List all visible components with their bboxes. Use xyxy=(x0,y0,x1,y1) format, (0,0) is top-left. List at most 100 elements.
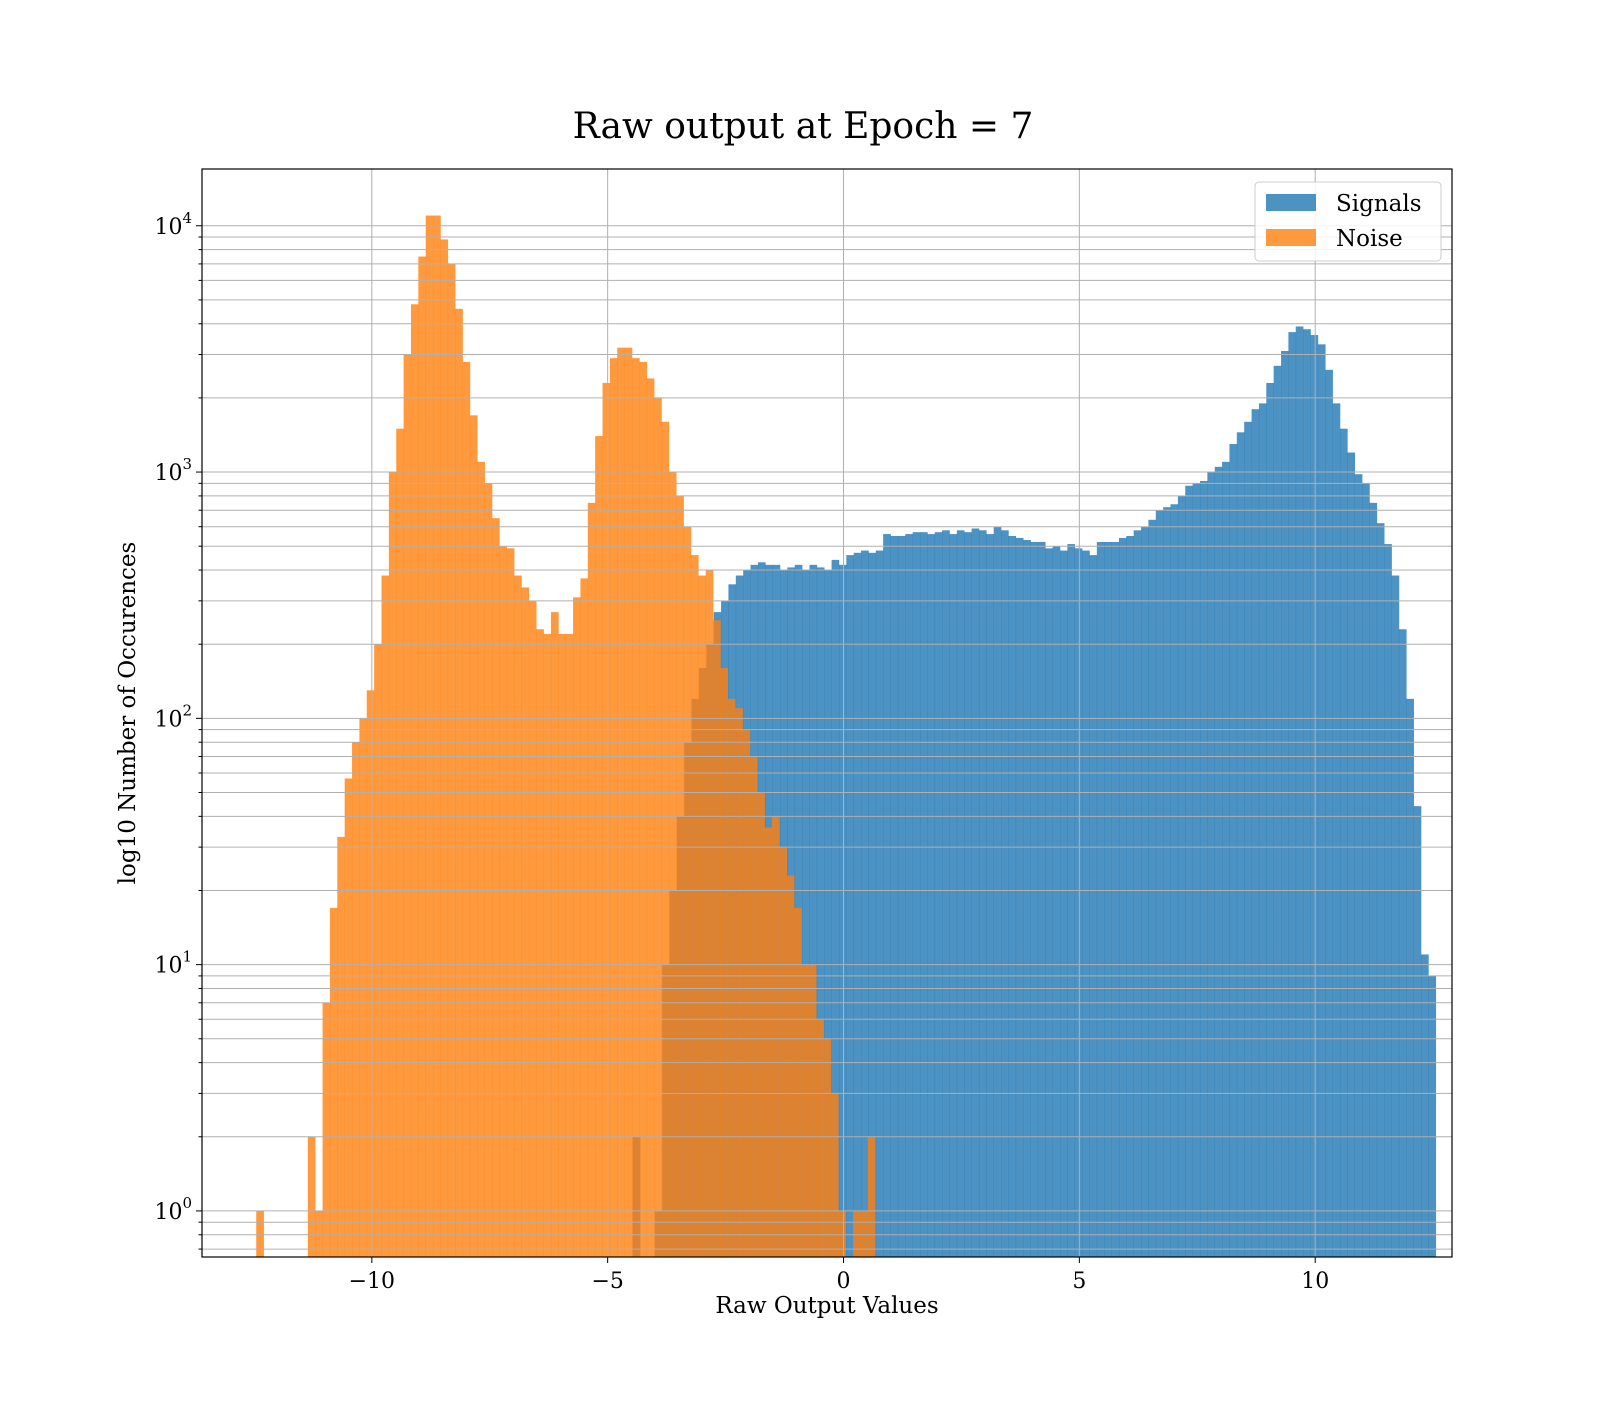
y-axis-label: log10 Number of Occurences xyxy=(115,542,141,885)
signals-bar xyxy=(1089,555,1098,1257)
x-tick-label: −5 xyxy=(591,1269,623,1294)
noise-bar xyxy=(462,361,471,1257)
signals-bar xyxy=(927,534,936,1257)
noise-bar xyxy=(337,836,345,1257)
noise-bar xyxy=(573,597,581,1257)
signals-bar xyxy=(1001,530,1009,1257)
signals-bar xyxy=(964,532,972,1257)
signals-bar xyxy=(1133,530,1142,1257)
x-tick-label: 0 xyxy=(837,1269,851,1294)
signals-bar xyxy=(971,528,980,1257)
signals-bar xyxy=(1236,432,1245,1257)
noise-bar xyxy=(683,526,692,1257)
signals-bar xyxy=(1317,344,1326,1258)
noise-bar xyxy=(565,634,574,1257)
noise-bar xyxy=(853,1210,861,1257)
signals-bar xyxy=(1118,537,1127,1257)
y-axis-ticks: 100 101 102 103 104 xyxy=(154,209,202,1250)
signals-bar xyxy=(1251,409,1260,1257)
signals-bar xyxy=(868,552,877,1257)
x-axis-ticks: −10 −5 0 5 10 xyxy=(349,1257,1329,1294)
signals-bar xyxy=(802,570,810,1257)
signals-bar xyxy=(1258,403,1267,1257)
signals-bar xyxy=(1229,443,1238,1257)
signals-bar xyxy=(1185,485,1193,1258)
plot-frame xyxy=(201,168,1453,1258)
signals-bar xyxy=(1015,537,1024,1257)
noise-bar xyxy=(690,555,699,1257)
y-tick-label: 104 xyxy=(154,209,192,240)
noise-bar xyxy=(477,461,485,1258)
signals-bar xyxy=(1413,806,1422,1257)
noise-bar xyxy=(823,1038,832,1257)
noise-bar xyxy=(713,620,721,1257)
signals-bar xyxy=(816,567,825,1257)
noise-bar xyxy=(403,354,412,1257)
signals-bar xyxy=(949,534,958,1257)
noise-bar xyxy=(632,358,640,1257)
signals-bar xyxy=(1362,483,1370,1257)
noise-bar xyxy=(742,729,751,1257)
noise-bar xyxy=(374,644,382,1257)
plot-area xyxy=(201,168,1453,1258)
signals-bar xyxy=(831,559,840,1257)
signals-bar xyxy=(956,530,965,1257)
noise-bar xyxy=(440,239,449,1257)
noise-bar xyxy=(749,756,758,1257)
noise-bar xyxy=(727,698,736,1257)
signals-bar xyxy=(1074,548,1083,1257)
signals-bar xyxy=(1008,536,1017,1257)
noise-bar xyxy=(381,575,390,1257)
noise-bar xyxy=(808,964,817,1257)
noise-bar xyxy=(528,600,537,1257)
noise-bar xyxy=(772,816,780,1257)
noise-bar xyxy=(388,472,397,1257)
signals-bar xyxy=(1384,544,1392,1257)
noise-bar xyxy=(425,215,434,1257)
noise-bar xyxy=(315,1210,323,1257)
noise-bar xyxy=(322,1002,331,1257)
signals-bar xyxy=(1060,550,1068,1257)
signals-bar xyxy=(1170,504,1179,1257)
noise-bar xyxy=(492,518,500,1257)
legend-label-signals: Signals xyxy=(1336,191,1422,217)
noise-bar xyxy=(838,1210,846,1257)
noise-bar xyxy=(676,495,684,1257)
y-tick-label: 102 xyxy=(154,701,192,732)
noise-bar xyxy=(602,382,611,1258)
noise-bar xyxy=(595,436,603,1257)
signals-bar xyxy=(920,532,928,1257)
signals-bar xyxy=(1155,510,1164,1257)
noise-bar xyxy=(558,634,566,1257)
signals-bar xyxy=(1244,421,1252,1257)
signals-bar xyxy=(853,552,862,1257)
noise-bar xyxy=(550,612,559,1257)
signals-bar xyxy=(1126,536,1134,1257)
signals-bar xyxy=(1037,541,1046,1257)
signals-bar xyxy=(1295,326,1304,1258)
signals-bar xyxy=(1303,329,1311,1257)
signals-bar xyxy=(1052,546,1061,1257)
signals-bar xyxy=(1199,480,1208,1258)
x-axis-label: Raw Output Values xyxy=(715,1293,938,1319)
signals-bar xyxy=(883,534,891,1257)
signals-bar xyxy=(1111,541,1120,1257)
signals-bar xyxy=(1281,351,1289,1257)
noise-bar xyxy=(698,575,706,1257)
noise-bar xyxy=(764,827,773,1257)
signals-bar xyxy=(1104,541,1112,1257)
noise-bar xyxy=(499,546,508,1257)
signals-bar xyxy=(1332,403,1341,1257)
noise-bar xyxy=(307,1136,316,1257)
x-tick-label: 5 xyxy=(1072,1269,1086,1294)
noise-bar xyxy=(720,668,729,1257)
signals-bar xyxy=(1406,698,1414,1257)
noise-bar xyxy=(469,415,478,1257)
noise-bar xyxy=(617,347,625,1257)
signals-bar xyxy=(1354,474,1363,1258)
signals-bar xyxy=(1163,507,1171,1257)
signals-bar xyxy=(1207,472,1216,1257)
noise-bar xyxy=(816,1019,824,1257)
